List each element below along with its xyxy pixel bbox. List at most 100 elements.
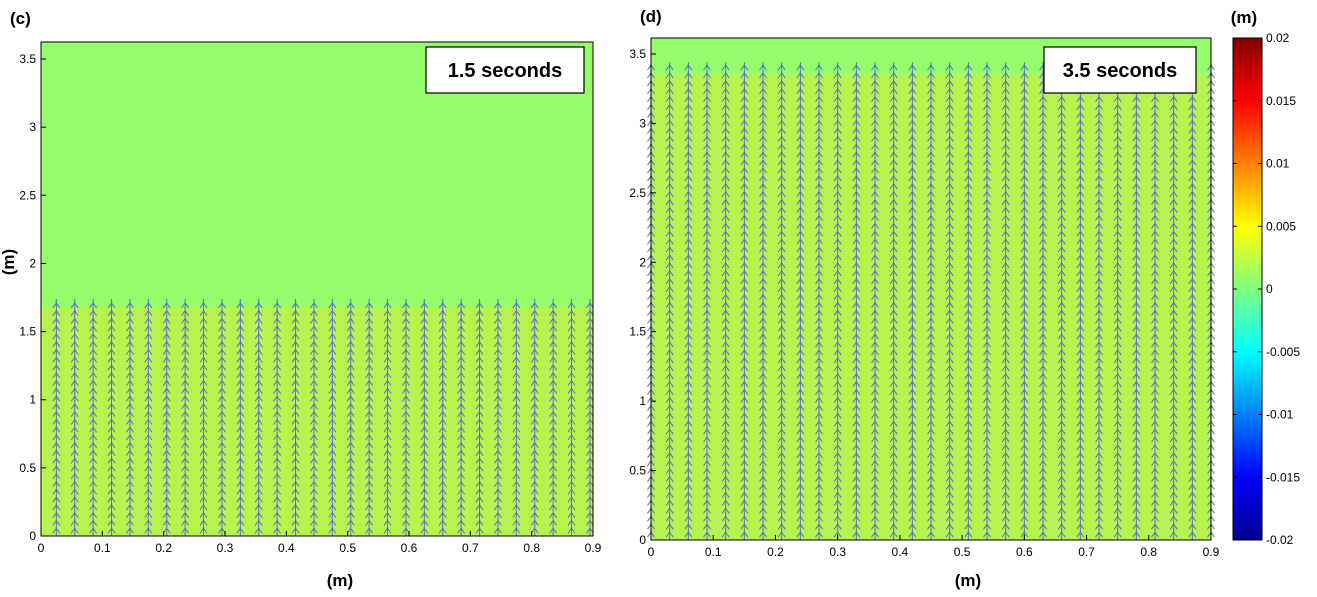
vector-arrow-column bbox=[181, 298, 190, 536]
vector-arrow-column bbox=[740, 62, 749, 540]
colorbar-tick-label: -0.02 bbox=[1266, 533, 1294, 547]
x-tick-label: 0.7 bbox=[462, 541, 479, 555]
y-tick-label: 1.5 bbox=[19, 325, 36, 339]
colorbar-tick-label: 0.02 bbox=[1266, 31, 1290, 45]
panel-c-xticks: 0 0.1 0.2 0.3 0.4 0.5 0.6 0.7 0.8 0.9 bbox=[38, 531, 602, 555]
panel-c-lower-field bbox=[41, 307, 593, 536]
x-tick-label: 0.8 bbox=[1140, 545, 1157, 559]
colorbar-tick-label: -0.01 bbox=[1266, 408, 1294, 422]
vector-arrow-column bbox=[983, 62, 991, 540]
y-tick-label: 0.5 bbox=[629, 464, 646, 478]
x-tick-label: 0.6 bbox=[401, 541, 418, 555]
vector-arrow-column bbox=[1076, 62, 1085, 540]
vector-arrow-column bbox=[1095, 62, 1103, 540]
vector-arrow-column bbox=[908, 62, 917, 540]
x-tick-label: 0.3 bbox=[217, 541, 234, 555]
vector-arrow-column bbox=[684, 62, 693, 540]
y-tick-label: 3 bbox=[29, 120, 36, 134]
vector-arrow-column bbox=[144, 298, 153, 536]
vector-arrow-column bbox=[70, 298, 79, 536]
x-tick-label: 0.7 bbox=[1078, 545, 1095, 559]
vector-arrow-column bbox=[383, 298, 392, 536]
vector-arrow-column bbox=[1001, 62, 1010, 540]
colorbar-tick-label: 0 bbox=[1266, 282, 1273, 296]
vector-arrow-column bbox=[549, 298, 558, 536]
panel-c-annotation: 1.5 seconds bbox=[425, 46, 585, 94]
colorbar-tick-label: -0.015 bbox=[1266, 470, 1300, 484]
vector-arrow-column bbox=[310, 298, 318, 536]
vector-arrow-column bbox=[567, 298, 576, 536]
panel-d-xticks: 0 0.1 0.2 0.3 0.4 0.5 0.6 0.7 0.8 0.9 bbox=[648, 535, 1220, 559]
x-tick-label: 0 bbox=[38, 541, 45, 555]
y-tick-label: 1.5 bbox=[629, 325, 646, 339]
y-tick-label: 1 bbox=[29, 393, 36, 407]
panel-d-annotation: 3.5 seconds bbox=[1043, 46, 1197, 94]
panel-c-xlabel: (m) bbox=[327, 571, 353, 590]
colorbar-tick-label: -0.005 bbox=[1266, 345, 1300, 359]
vector-arrow-column bbox=[126, 298, 134, 536]
colorbar-title: (m) bbox=[1231, 8, 1257, 27]
panel-c-yticks: 0 0.5 1 1.5 2 2.5 3 3.5 bbox=[19, 52, 46, 543]
y-tick-label: 0.5 bbox=[19, 461, 36, 475]
panel-c-annotation-text: 1.5 seconds bbox=[448, 60, 563, 82]
vector-arrow-column bbox=[1039, 62, 1047, 540]
panel-c-frame bbox=[40, 41, 594, 537]
panel-d-plot bbox=[647, 37, 1215, 541]
vector-arrow-column bbox=[199, 298, 208, 536]
panel-c-plot bbox=[40, 41, 594, 537]
y-tick-label: 0 bbox=[639, 533, 646, 547]
y-tick-label: 2.5 bbox=[629, 186, 646, 200]
x-tick-label: 0.5 bbox=[954, 545, 971, 559]
panel-c-ylabel: (m) bbox=[0, 249, 18, 275]
panel-d: (d) 0 0.1 0.2 0.3 0.4 0.5 0.6 0.7 0.8 0.9 0 0.5 1 1.… bbox=[629, 7, 1219, 590]
colorbar-tick-label: 0.01 bbox=[1266, 157, 1290, 171]
y-tick-label: 3.5 bbox=[19, 52, 36, 66]
vector-arrow-column bbox=[512, 298, 521, 536]
y-tick-label: 2.5 bbox=[19, 188, 36, 202]
vector-arrow-column bbox=[291, 298, 300, 536]
vector-arrow-column bbox=[218, 298, 226, 536]
vector-arrow-column bbox=[420, 298, 429, 536]
vector-arrow-column bbox=[927, 62, 935, 540]
vector-arrow-column bbox=[89, 298, 98, 536]
x-tick-label: 0.2 bbox=[155, 541, 172, 555]
vector-arrow-column bbox=[1020, 62, 1029, 540]
vector-arrow-column bbox=[703, 62, 711, 540]
panel-c-annotation-box bbox=[425, 46, 585, 94]
vector-arrow-column bbox=[365, 298, 374, 536]
vector-arrow-column bbox=[52, 298, 61, 536]
colorbar-tick-label: 0.005 bbox=[1266, 219, 1296, 233]
vector-arrow-column bbox=[665, 62, 674, 540]
colorbar-tick-label: 0.015 bbox=[1266, 94, 1296, 108]
x-tick-label: 0.9 bbox=[1203, 545, 1220, 559]
vector-arrow-column bbox=[402, 298, 410, 536]
vector-arrow-column bbox=[1169, 62, 1178, 540]
vector-arrow-column bbox=[494, 298, 502, 536]
panel-d-label: (d) bbox=[640, 7, 662, 26]
vector-arrow-column bbox=[586, 298, 594, 536]
vector-arrow-column bbox=[964, 62, 973, 540]
vector-arrow-column bbox=[162, 298, 171, 536]
colorbar-ticks: 0.02 0.015 0.01 0.005 0 -0.005 -0.01 -0.015 -0.0… bbox=[1233, 31, 1300, 547]
vector-arrow-column bbox=[1151, 62, 1159, 540]
vector-arrow-column bbox=[328, 298, 337, 536]
vector-arrow-column bbox=[530, 298, 539, 536]
x-tick-label: 0.1 bbox=[705, 545, 722, 559]
panel-c-label: (c) bbox=[10, 9, 31, 28]
y-tick-label: 2 bbox=[639, 255, 646, 269]
x-tick-label: 0 bbox=[648, 545, 655, 559]
vector-arrow-column bbox=[236, 298, 245, 536]
vector-arrow-column bbox=[1057, 62, 1066, 540]
vector-arrow-column bbox=[796, 62, 805, 540]
vector-arrow-column bbox=[1188, 62, 1197, 540]
x-tick-label: 0.6 bbox=[1016, 545, 1033, 559]
vector-arrow-column bbox=[871, 62, 879, 540]
vector-arrow-column bbox=[346, 298, 355, 536]
colorbar-gradient bbox=[1232, 37, 1263, 541]
panel-d-frame bbox=[650, 37, 1212, 541]
y-tick-label: 0 bbox=[29, 529, 36, 543]
panel-d-arrows bbox=[647, 62, 1215, 540]
vector-arrow-column bbox=[107, 298, 116, 536]
vector-arrow-column bbox=[475, 298, 484, 536]
